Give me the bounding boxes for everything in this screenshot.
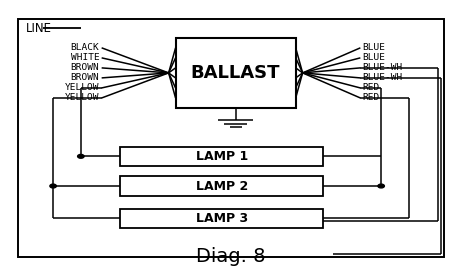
Bar xyxy=(120,176,323,196)
Text: BALLAST: BALLAST xyxy=(191,64,280,82)
Circle shape xyxy=(50,184,56,188)
Text: YELLOW: YELLOW xyxy=(65,83,99,92)
Text: BLUE-WH: BLUE-WH xyxy=(363,73,403,82)
Text: YELLOW: YELLOW xyxy=(65,93,99,103)
Text: BLUE: BLUE xyxy=(363,43,386,52)
Text: Diag. 8: Diag. 8 xyxy=(196,247,266,266)
Circle shape xyxy=(78,154,84,158)
Circle shape xyxy=(378,184,384,188)
Text: BLUE-WH: BLUE-WH xyxy=(363,63,403,72)
Text: WHITE: WHITE xyxy=(71,53,99,62)
Bar xyxy=(176,38,296,108)
Text: RED: RED xyxy=(363,93,380,103)
Text: BROWN: BROWN xyxy=(71,73,99,82)
Text: BLUE: BLUE xyxy=(363,53,386,62)
Bar xyxy=(120,209,323,228)
Text: RED: RED xyxy=(363,83,380,92)
Text: BROWN: BROWN xyxy=(71,63,99,72)
Bar xyxy=(18,19,444,256)
Bar xyxy=(120,147,323,166)
Text: LAMP 2: LAMP 2 xyxy=(195,180,248,193)
Text: LAMP 1: LAMP 1 xyxy=(195,150,248,163)
Text: LINE: LINE xyxy=(25,22,51,35)
Text: LAMP 3: LAMP 3 xyxy=(196,212,248,225)
Text: BLACK: BLACK xyxy=(71,43,99,52)
